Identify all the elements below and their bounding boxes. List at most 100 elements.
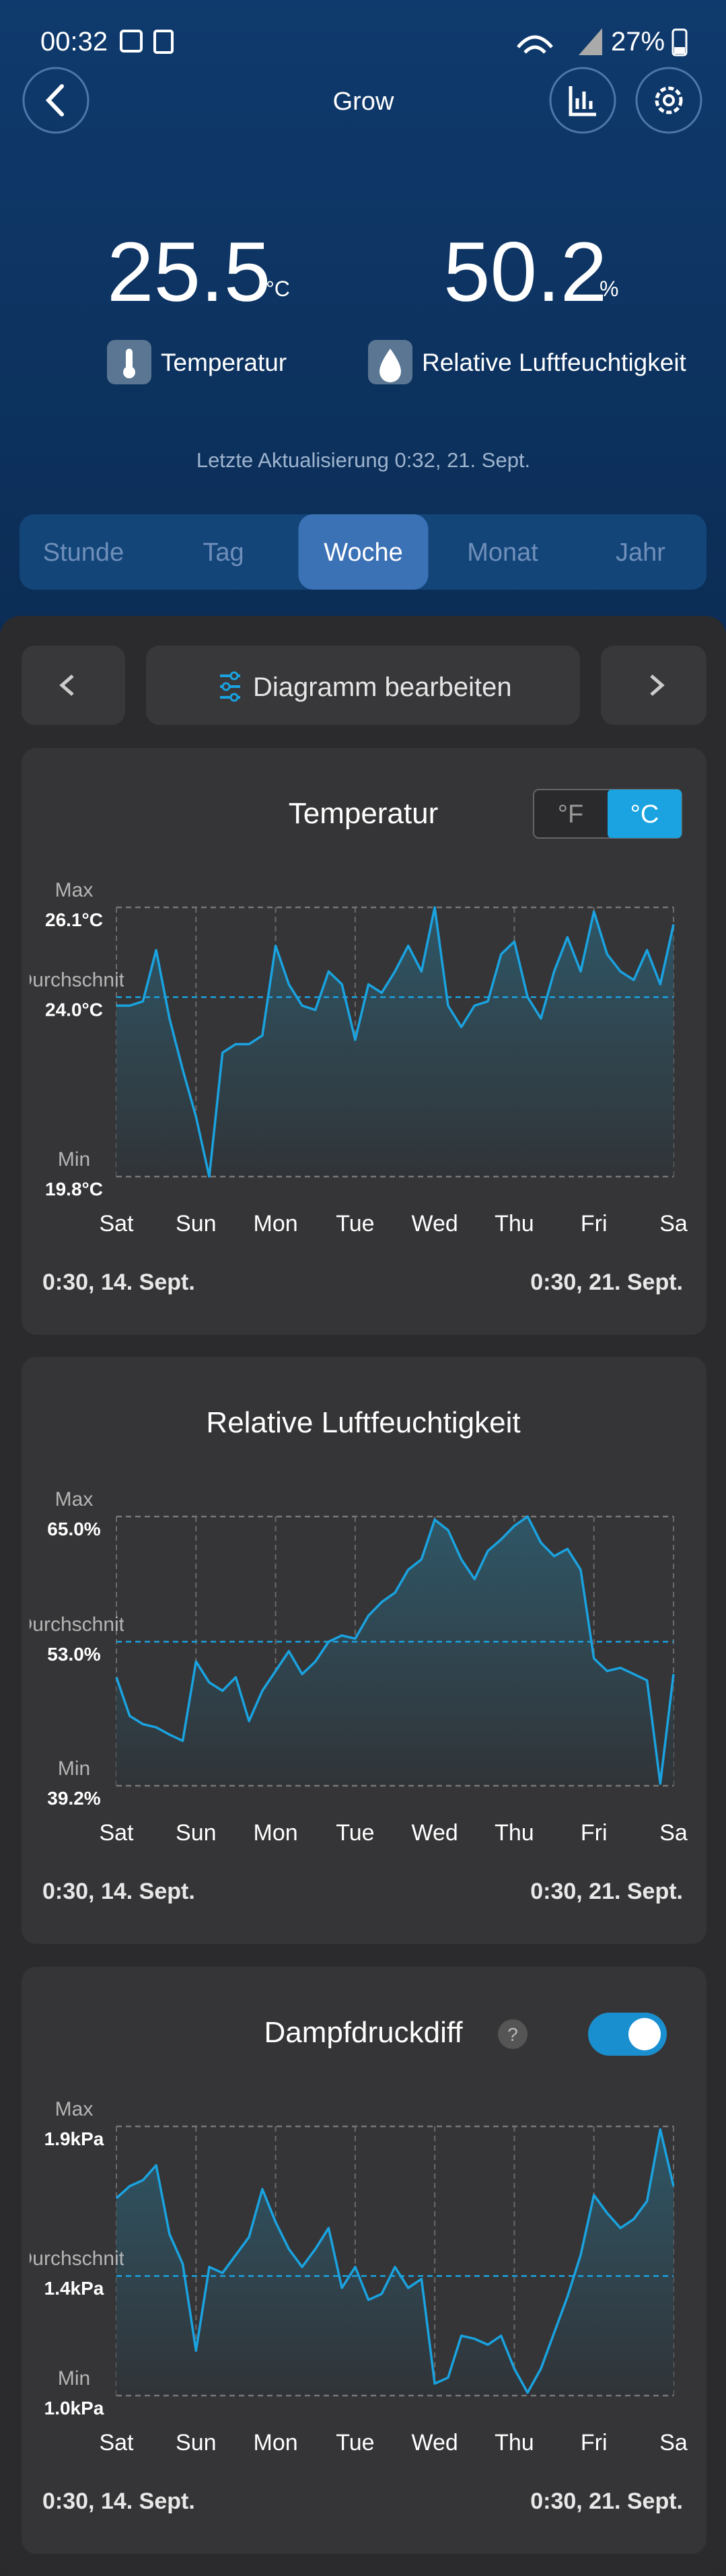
stats-icon [569, 86, 596, 116]
y-tick-label: 53.0% [47, 1644, 100, 1665]
settings-icon [663, 94, 675, 106]
area [116, 907, 674, 1177]
x-tick-label: Thu [495, 1211, 534, 1237]
range-end: 0:30, 21. Sept. [530, 2488, 683, 2514]
tick-title: Max [55, 2098, 94, 2120]
settings-button[interactable] [635, 67, 702, 134]
x-tick-label: Tue [336, 1211, 374, 1237]
x-tick-label: Wed [411, 2430, 458, 2456]
unit-option[interactable]: °C [630, 800, 659, 829]
battery-level [674, 47, 685, 54]
header-title: Grow [333, 88, 394, 116]
humidity-label: Relative Luftfeuchtigkeit [422, 349, 687, 376]
y-tick-label: 39.2% [47, 1788, 100, 1809]
x-tick-label: Mon [254, 2430, 298, 2456]
line [115, 2128, 675, 2394]
tab-selected[interactable] [298, 514, 429, 590]
y-tick-label: 19.8°C [45, 1179, 103, 1199]
x-tick-label: Thu [495, 1820, 534, 1846]
settings-icon [655, 86, 683, 114]
area [116, 2129, 674, 2396]
tab[interactable]: Jahr [616, 538, 665, 567]
x-tick-label: Thu [495, 2430, 534, 2456]
thermometer [123, 366, 135, 378]
battery-text: 27% [611, 27, 665, 57]
x-tick-label: Tue [336, 1820, 374, 1846]
area [116, 1517, 674, 1786]
toggle-knob [628, 2018, 661, 2050]
x-tick-label: Sat [99, 2430, 134, 2456]
x-tick-label: Sat [99, 1820, 134, 1846]
line [116, 906, 675, 1178]
tab[interactable]: Woche [324, 538, 403, 567]
edit-chart-button[interactable] [146, 646, 580, 725]
x-tick-label: Sa [659, 1820, 688, 1846]
tab[interactable]: Monat [467, 538, 538, 567]
prev-icon [59, 674, 74, 696]
edit-icon [229, 693, 239, 702]
chart-title: Temperatur [289, 797, 439, 830]
x-tick-label: Tue [336, 2430, 374, 2456]
y-tick-label: 24.0°C [45, 999, 103, 1020]
tick-title: Min [58, 1757, 90, 1780]
tick-title: Max [55, 879, 94, 901]
x-tick-label: Wed [411, 1820, 458, 1846]
drop [379, 349, 401, 382]
battery-icon [671, 28, 688, 57]
stats-button[interactable] [549, 67, 616, 134]
prev-button[interactable] [22, 646, 125, 725]
x-tick-label: Fri [581, 2430, 608, 2456]
range-end: 0:30, 21. Sept. [530, 1879, 683, 1904]
x-tick-label: Wed [411, 1211, 458, 1237]
x-tick-label: Fri [581, 1211, 608, 1237]
help-icon [498, 2019, 528, 2049]
temperature-unit: °C [266, 277, 290, 301]
chart-title: Dampfdruckdiff [264, 2016, 463, 2049]
y-tick-label: 1.9kPa [44, 2128, 104, 2149]
line [115, 1515, 675, 1785]
tick-title: Min [58, 2367, 90, 2390]
range-start: 0:30, 14. Sept. [42, 1879, 195, 1904]
tick-title: Durchschnitt [18, 969, 131, 991]
status-time: 00:32 [40, 27, 108, 57]
back-icon [45, 84, 64, 116]
wifi-icon [517, 35, 553, 54]
status-icon [153, 30, 174, 54]
tick-title: Durchschnitt [18, 2248, 131, 2270]
x-tick-label: Mon [254, 1820, 298, 1846]
x-tick-label: Sa [659, 2430, 688, 2456]
temperature-label: Temperatur [161, 349, 287, 376]
help-mark: ? [507, 2024, 518, 2045]
x-tick-label: Sun [176, 1211, 217, 1237]
x-tick-label: Mon [254, 1211, 298, 1237]
x-tick-label: Sa [659, 1211, 688, 1237]
thermometer [126, 349, 133, 370]
range-start: 0:30, 14. Sept. [42, 2488, 195, 2514]
status-icon [120, 30, 143, 53]
x-tick-label: Sun [176, 1820, 217, 1846]
back-button[interactable] [22, 67, 89, 134]
chart-title: Relative Luftfeuchtigkeit [206, 1406, 520, 1439]
tick-title: Min [58, 1148, 90, 1171]
y-tick-label: 1.0kPa [44, 2398, 104, 2418]
tick-title: Durchschnitt [18, 1613, 131, 1636]
unit-option[interactable]: °F [558, 800, 583, 829]
tick-title: Max [55, 1488, 94, 1510]
x-tick-label: Sat [99, 1211, 134, 1237]
y-tick-label: 1.4kPa [44, 2278, 104, 2299]
unit-selected [608, 790, 682, 838]
y-tick-label: 65.0% [47, 1519, 100, 1539]
next-button[interactable] [601, 646, 706, 725]
tab[interactable]: Stunde [43, 538, 124, 567]
next-icon [650, 674, 665, 696]
tab[interactable]: Tag [203, 538, 244, 567]
temperature-value: 25.5 [107, 225, 270, 319]
y-tick-label: 26.1°C [45, 909, 103, 930]
edit-icon [229, 671, 239, 681]
x-tick-label: Fri [581, 1820, 608, 1846]
edit-icon [221, 682, 231, 691]
humidity-unit: % [600, 277, 618, 301]
x-tick-label: Sun [176, 2430, 217, 2456]
humidity-value: 50.2 [443, 225, 607, 319]
